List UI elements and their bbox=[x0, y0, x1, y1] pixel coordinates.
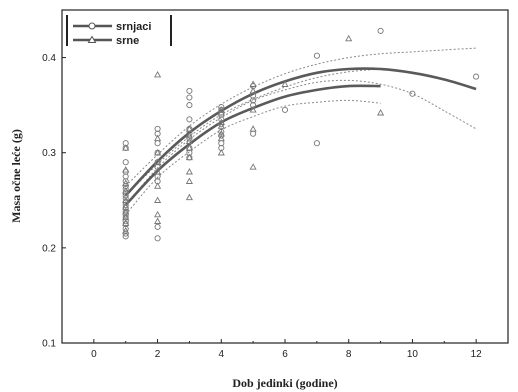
legend-marker-srnjaci bbox=[88, 22, 96, 30]
y-tick-label: 0.2 bbox=[42, 243, 56, 254]
ci-upper-srne bbox=[125, 68, 381, 196]
legend-box bbox=[66, 14, 172, 48]
point-srnjaci bbox=[186, 102, 193, 109]
point-srne bbox=[185, 125, 193, 132]
point-srnjaci bbox=[154, 223, 161, 230]
legend-label-srnjaci: srnjaci bbox=[116, 21, 151, 33]
point-srne bbox=[154, 158, 162, 165]
x-tick-label: 2 bbox=[155, 349, 161, 360]
point-srnjaci bbox=[186, 87, 193, 94]
point-srnjaci bbox=[122, 233, 129, 240]
x-tick-label: 0 bbox=[91, 349, 97, 360]
point-srne bbox=[185, 153, 193, 161]
point-srnjaci bbox=[122, 211, 129, 218]
point-srne bbox=[249, 87, 257, 94]
point-srnjaci bbox=[122, 195, 129, 202]
fit-line-srne bbox=[124, 84, 381, 206]
point-srnjaci bbox=[122, 230, 129, 237]
point-srne bbox=[185, 193, 193, 201]
point-srnjaci bbox=[250, 97, 257, 104]
point-srnjaci bbox=[313, 140, 320, 147]
y-tick-label: 0.1 bbox=[42, 339, 56, 350]
point-srne bbox=[154, 70, 162, 78]
point-srnjaci bbox=[122, 185, 129, 192]
x-tick-label: 8 bbox=[346, 349, 352, 360]
point-srne bbox=[249, 106, 257, 113]
y-tick-label: 0.4 bbox=[42, 53, 56, 64]
point-srne bbox=[122, 196, 130, 203]
point-srnjaci bbox=[313, 52, 320, 59]
point-srne bbox=[249, 80, 257, 87]
point-srne bbox=[122, 166, 130, 173]
ci-upper-srnjaci bbox=[125, 47, 477, 187]
point-srnjaci bbox=[218, 128, 225, 135]
fit-lines bbox=[124, 67, 477, 206]
point-srnjaci bbox=[122, 221, 129, 228]
point-srne bbox=[217, 109, 225, 116]
point-srne bbox=[249, 125, 257, 132]
point-srnjaci bbox=[122, 178, 129, 185]
point-srnjaci bbox=[154, 140, 161, 147]
point-srnjaci bbox=[186, 94, 193, 101]
point-srnjaci bbox=[281, 106, 289, 113]
point-srne bbox=[185, 137, 193, 144]
point-srne bbox=[154, 167, 162, 175]
point-srne bbox=[185, 177, 193, 184]
point-srnjaci bbox=[122, 218, 129, 225]
point-srne bbox=[154, 196, 162, 203]
point-srne bbox=[122, 226, 130, 234]
confidence-bands bbox=[125, 47, 477, 215]
legend-marker-srne bbox=[87, 35, 97, 43]
plot-frame bbox=[61, 9, 509, 344]
point-srne bbox=[154, 134, 162, 142]
point-srne bbox=[154, 217, 162, 224]
point-srnjaci bbox=[186, 116, 193, 123]
point-srne bbox=[217, 118, 225, 125]
point-srnjaci bbox=[186, 135, 193, 142]
legend-label-srne: srne bbox=[116, 35, 139, 47]
legend: srnjaci srne bbox=[66, 14, 172, 48]
point-srne bbox=[217, 134, 225, 142]
y-tick-label: 0.3 bbox=[42, 148, 56, 159]
x-axis-label: Dob jedinki (godine) bbox=[232, 376, 337, 390]
point-srnjaci bbox=[250, 130, 257, 137]
point-srne bbox=[154, 148, 162, 156]
point-srnjaci bbox=[122, 204, 129, 211]
point-srne bbox=[217, 148, 225, 156]
point-srne bbox=[122, 179, 130, 186]
ci-lower-srne bbox=[125, 99, 381, 215]
y-axis-label: Masa očne leće (g) bbox=[9, 129, 23, 223]
point-srne bbox=[281, 80, 289, 87]
x-tick-label: 12 bbox=[471, 349, 483, 360]
point-srnjaci bbox=[409, 90, 416, 97]
point-srnjaci bbox=[154, 235, 161, 242]
point-srne bbox=[185, 144, 193, 151]
x-tick-label: 6 bbox=[282, 349, 288, 360]
fit-line-srnjaci bbox=[124, 67, 477, 197]
point-srne bbox=[217, 106, 225, 113]
point-srne bbox=[122, 219, 130, 226]
data-points bbox=[122, 27, 480, 242]
point-srne bbox=[345, 34, 353, 42]
x-tick-label: 10 bbox=[407, 349, 419, 360]
point-srne bbox=[217, 122, 225, 129]
axis-ticks: 0 2 4 6 8 10 12 0.1 0.2 0.3 0.4 bbox=[42, 53, 509, 360]
point-srne bbox=[154, 210, 162, 218]
point-srne bbox=[185, 167, 193, 175]
point-srne bbox=[249, 163, 257, 170]
point-srne bbox=[122, 144, 130, 151]
x-tick-label: 4 bbox=[219, 349, 225, 360]
point-srne bbox=[154, 182, 162, 189]
point-srnjaci bbox=[122, 159, 129, 166]
point-srnjaci bbox=[377, 27, 384, 34]
point-srne bbox=[122, 187, 130, 194]
point-srne bbox=[377, 109, 385, 116]
point-srnjaci bbox=[473, 73, 480, 80]
